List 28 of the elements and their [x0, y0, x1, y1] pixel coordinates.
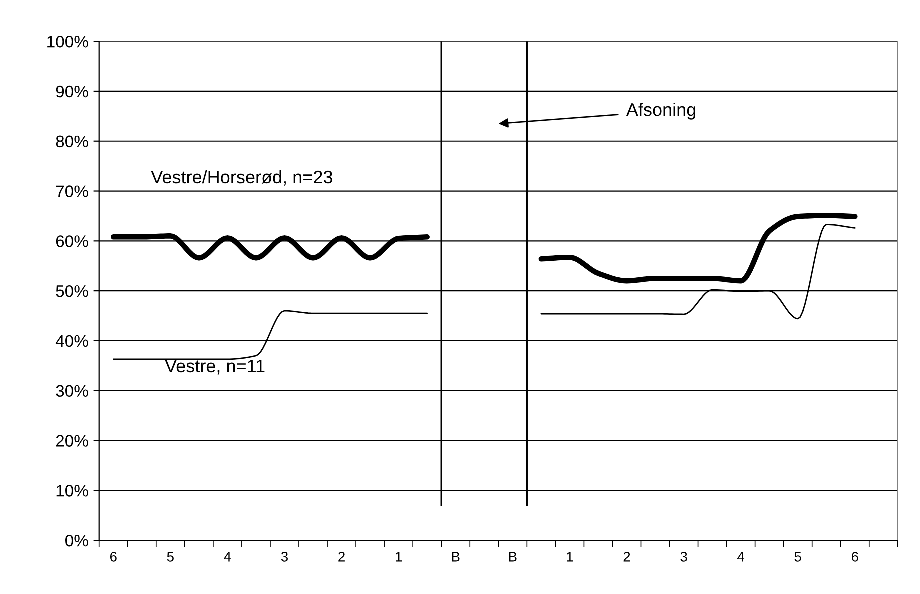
x-tick-label: 5 [167, 552, 174, 562]
y-tick-label: 30% [56, 385, 88, 398]
x-tick-label: 4 [738, 552, 745, 562]
x-tick-label: 6 [110, 552, 117, 562]
x-tick-label: 4 [224, 552, 232, 562]
annotation: Afsoning [626, 103, 696, 120]
x-tick-label: 3 [281, 552, 288, 562]
x-tick-label: 6 [852, 552, 858, 562]
y-tick-label: 10% [56, 485, 88, 497]
x-tick-label: 2 [624, 552, 630, 562]
text: Vestre/Horserød, n=23 [151, 170, 332, 186]
y-tick-label: 70% [56, 186, 88, 198]
y-tick-label: 80% [56, 136, 88, 148]
x-tick-label: 1 [396, 552, 402, 562]
y-tick-label: 60% [56, 236, 88, 248]
x-tick-label: 2 [338, 552, 345, 562]
y-tick-label: 40% [56, 335, 88, 348]
y-tick-label: 50% [56, 285, 88, 298]
y-tick-label: 0% [66, 534, 88, 547]
series-label: Vestre, n=11 [165, 360, 265, 375]
y-tick-label: 100% [48, 36, 88, 48]
y-tick-label: 90% [56, 86, 88, 98]
x-tick-label: 3 [680, 552, 688, 562]
y-tick-label: 20% [56, 435, 88, 447]
x-tick-label: 1 [567, 552, 574, 562]
x-tick-label: B [509, 552, 517, 562]
x-tick-label: 5 [794, 552, 802, 562]
x-tick-label: B [452, 552, 460, 562]
